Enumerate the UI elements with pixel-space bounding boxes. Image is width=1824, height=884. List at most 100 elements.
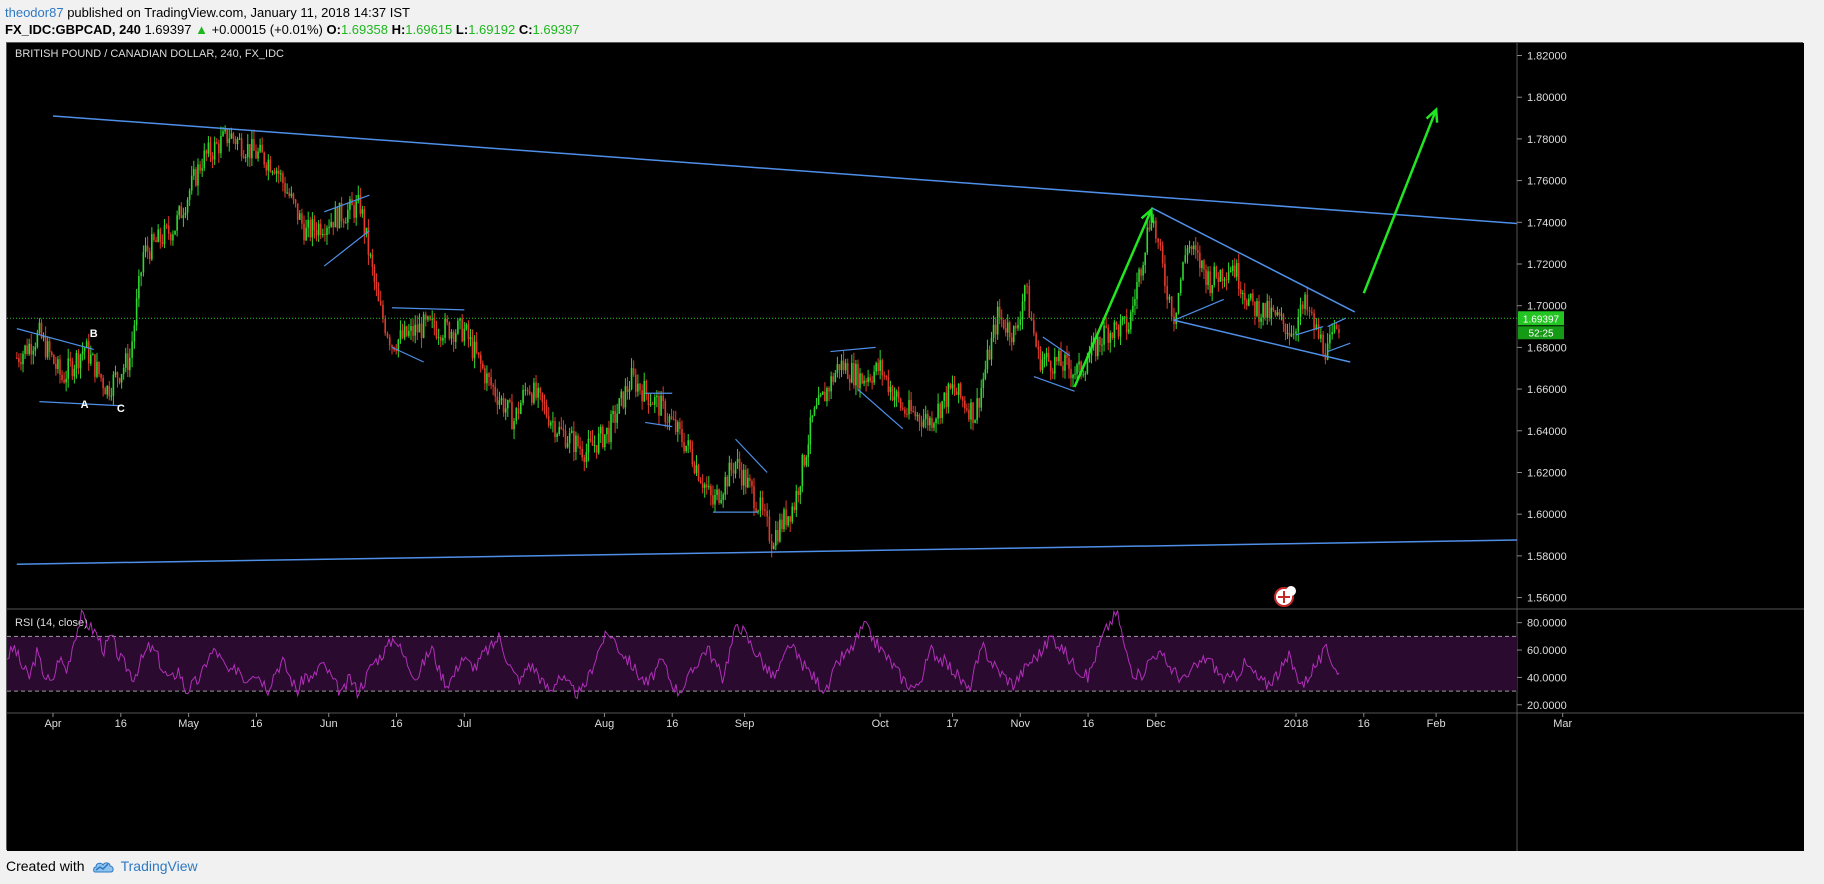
candle-body	[863, 380, 865, 384]
candle-body	[714, 494, 716, 505]
candle-body	[144, 245, 147, 253]
candle-body	[355, 201, 357, 218]
candle-body	[151, 234, 153, 260]
candle-body	[467, 324, 470, 340]
candle-body	[817, 395, 820, 405]
candle-body	[431, 318, 434, 320]
candle-body	[805, 456, 808, 466]
candle-body	[182, 215, 185, 218]
candle-body	[53, 354, 55, 364]
price-pane: A B C	[7, 107, 1517, 565]
candle-body	[1140, 269, 1142, 276]
candle-body	[558, 426, 561, 434]
candle-body	[1241, 293, 1244, 295]
candle-body	[873, 371, 875, 383]
candle-body	[1157, 238, 1159, 243]
publisher-link[interactable]: theodor87	[5, 5, 64, 20]
candle-body	[369, 254, 372, 256]
candle-body	[929, 417, 931, 426]
candle-body	[448, 322, 451, 339]
candle-body	[867, 377, 869, 383]
candle-body	[666, 422, 669, 424]
candle-body	[740, 470, 743, 486]
candle-body	[1148, 227, 1151, 230]
candle-body	[801, 454, 804, 487]
candle-body	[1217, 277, 1220, 282]
candle-body	[157, 229, 159, 243]
candle-body	[361, 209, 364, 214]
candle-body	[178, 206, 181, 216]
candle-body	[408, 330, 410, 336]
candle-body	[1146, 227, 1149, 253]
candle-body	[1070, 368, 1072, 379]
candle-body	[1262, 302, 1264, 318]
candle-body	[1144, 252, 1146, 266]
candle-body	[190, 175, 193, 191]
candle-body	[1039, 349, 1042, 371]
candle-body	[1313, 313, 1315, 330]
candle-body	[984, 369, 987, 379]
candle-body	[724, 476, 727, 495]
candle-body	[826, 388, 828, 402]
candle-body	[877, 362, 879, 371]
candle-body	[1014, 325, 1017, 329]
candle-body	[294, 199, 297, 204]
candle-body	[77, 352, 80, 369]
y-tick-label: 1.74000	[1527, 217, 1567, 229]
candle-body	[96, 361, 98, 377]
candle-body	[531, 394, 533, 403]
candle-body	[1213, 266, 1216, 285]
candle-body	[22, 353, 24, 365]
chart-container[interactable]: BRITISH POUND / CANADIAN DOLLAR, 240, FX…	[6, 42, 1804, 851]
candle-body	[1266, 301, 1269, 318]
candle-body	[40, 322, 43, 338]
candle-body	[587, 438, 590, 453]
candle-body	[628, 389, 631, 392]
candle-body	[375, 281, 378, 289]
tradingview-cloud-icon[interactable]	[92, 859, 115, 873]
rsi-line	[7, 609, 1340, 700]
candle-body	[238, 138, 241, 140]
candle-body	[1186, 248, 1189, 256]
candle-body	[883, 375, 886, 377]
candle-body	[116, 372, 119, 379]
candle-body	[515, 408, 518, 422]
candle-body	[201, 168, 203, 171]
candle-body	[244, 157, 247, 159]
candle-body	[901, 408, 904, 410]
candle-body	[730, 462, 733, 471]
candle-body	[1047, 352, 1050, 362]
candle-body	[738, 458, 741, 471]
candle-body	[931, 417, 933, 428]
candle-body	[732, 470, 735, 474]
candle-body	[1030, 317, 1033, 321]
candle-body	[34, 346, 37, 351]
candle-body	[1130, 312, 1132, 330]
candle-body	[1152, 220, 1155, 224]
candle-body	[315, 230, 318, 236]
candle-body	[307, 219, 310, 228]
last-price-tag	[1518, 311, 1564, 326]
candle-body	[159, 229, 162, 242]
candle-body	[1026, 285, 1028, 287]
candle-body	[597, 433, 600, 453]
candle-body	[906, 413, 908, 415]
candle-body	[140, 272, 142, 277]
y-tick-label: 1.60000	[1527, 509, 1567, 521]
y-tick-label: 1.82000	[1527, 51, 1567, 63]
candle-body	[851, 363, 853, 383]
candle-body	[220, 136, 222, 154]
candle-body	[695, 465, 698, 474]
candle-body	[67, 358, 70, 379]
candle-body	[579, 446, 581, 449]
candle-body	[630, 368, 633, 390]
chart-canvas[interactable]: BRITISH POUND / CANADIAN DOLLAR, 240, FX…	[7, 43, 1804, 851]
tradingview-link[interactable]: TradingView	[120, 858, 198, 874]
candle-body	[112, 374, 115, 396]
candle-body	[397, 339, 400, 352]
candle-body	[290, 193, 293, 197]
candle-body	[1270, 307, 1273, 318]
candle-body	[44, 336, 47, 358]
candle-body	[1194, 245, 1197, 251]
candle-body	[1239, 288, 1242, 295]
